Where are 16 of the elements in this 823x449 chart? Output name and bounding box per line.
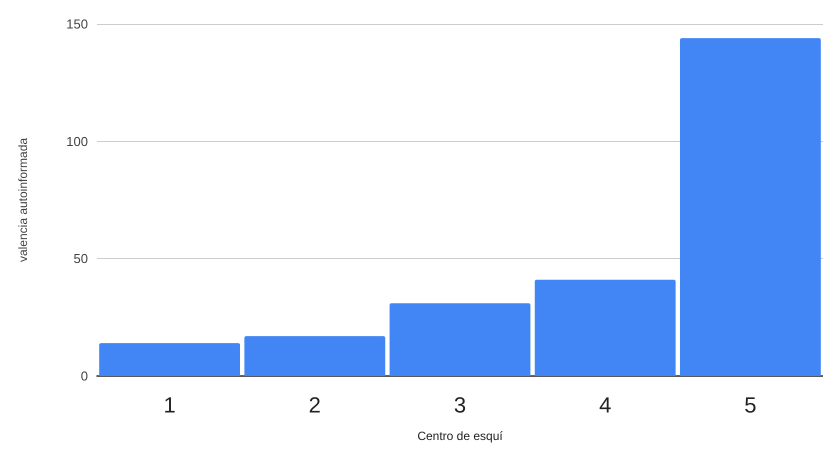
bar bbox=[99, 343, 240, 376]
bar bbox=[534, 280, 676, 376]
x-tick-label: 1 bbox=[163, 392, 176, 418]
bar bbox=[244, 336, 386, 376]
bar bbox=[390, 303, 530, 376]
x-tick-label: 2 bbox=[308, 392, 321, 418]
y-axis-title: valencia autoinformada bbox=[16, 138, 30, 262]
y-tick-label: 150 bbox=[66, 16, 88, 32]
bar bbox=[680, 38, 821, 376]
y-tick-label: 0 bbox=[80, 368, 88, 384]
x-axis-title: Centro de esquí bbox=[417, 429, 504, 443]
x-tick-label: 4 bbox=[599, 392, 612, 418]
x-tick-label: 3 bbox=[454, 392, 466, 418]
y-tick-label: 50 bbox=[74, 251, 88, 266]
y-tick-label: 100 bbox=[66, 134, 88, 149]
x-tick-label: 5 bbox=[744, 392, 757, 418]
